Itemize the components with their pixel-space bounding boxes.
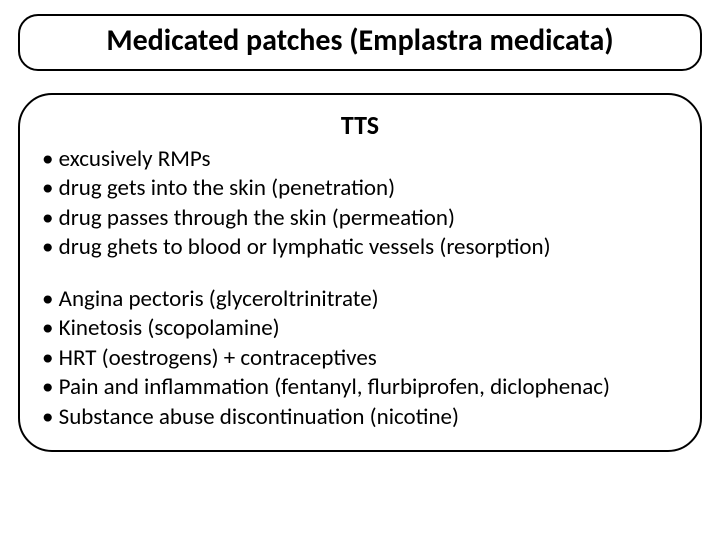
title-box: Medicated patches (Emplastra medicata) bbox=[18, 14, 702, 71]
bullet-group-1: • excusively RMPs • drug gets into the s… bbox=[42, 145, 678, 263]
bullet-item: • Substance abuse discontinuation (nicot… bbox=[42, 403, 678, 432]
slide: Medicated patches (Emplastra medicata) T… bbox=[0, 0, 720, 540]
bullet-item: • Kinetosis (scopolamine) bbox=[42, 314, 678, 343]
content-box: TTS • excusively RMPs • drug gets into t… bbox=[18, 93, 702, 452]
bullet-item: • Pain and inflammation (fentanyl, flurb… bbox=[42, 373, 678, 402]
bullet-item: • drug gets into the skin (penetration) bbox=[42, 174, 678, 203]
subheading: TTS bbox=[42, 109, 678, 141]
bullet-item: • HRT (oestrogens) + contraceptives bbox=[42, 344, 678, 373]
bullet-group-2: • Angina pectoris (glyceroltrinitrate) •… bbox=[42, 285, 678, 432]
bullet-item: • drug passes through the skin (permeati… bbox=[42, 204, 678, 233]
group-spacer bbox=[42, 263, 678, 285]
bullet-item: • Angina pectoris (glyceroltrinitrate) bbox=[42, 285, 678, 314]
bullet-item: • excusively RMPs bbox=[42, 145, 678, 174]
slide-title: Medicated patches (Emplastra medicata) bbox=[38, 22, 682, 59]
bullet-item: • drug ghets to blood or lymphatic vesse… bbox=[42, 233, 678, 262]
